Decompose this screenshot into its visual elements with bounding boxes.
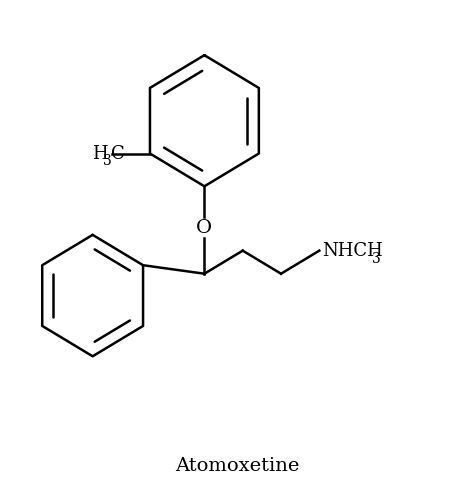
Text: NHCH: NHCH (322, 242, 383, 260)
Text: Atomoxetine: Atomoxetine (175, 456, 299, 475)
Text: O: O (196, 218, 212, 237)
Text: 3: 3 (372, 252, 381, 266)
Text: 3: 3 (103, 154, 112, 168)
Text: C: C (111, 145, 125, 163)
Text: H: H (92, 145, 108, 163)
